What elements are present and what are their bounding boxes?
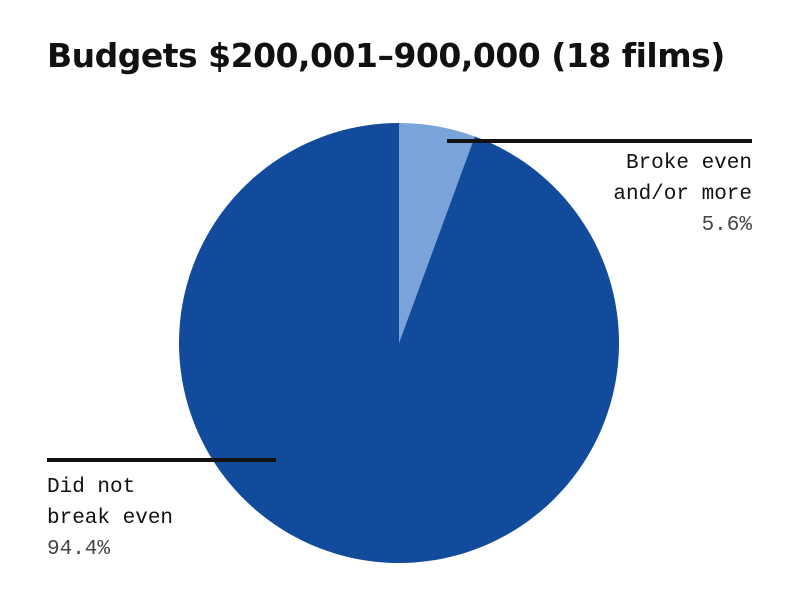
category-label: Broke even and/or more bbox=[613, 152, 752, 206]
value-label: 5.6% bbox=[701, 214, 752, 237]
pie-slice bbox=[179, 122, 619, 563]
slice-label: Did not break even 94.4% bbox=[47, 472, 198, 565]
pie-slice bbox=[399, 123, 475, 343]
value-label: 94.4% bbox=[47, 538, 111, 561]
chart-title: Budgets $200,001–900,000 (18 films) bbox=[47, 36, 725, 75]
category-label: Did not break even bbox=[47, 476, 174, 530]
slice-label: Broke even and/or more 5.6% bbox=[601, 148, 752, 241]
